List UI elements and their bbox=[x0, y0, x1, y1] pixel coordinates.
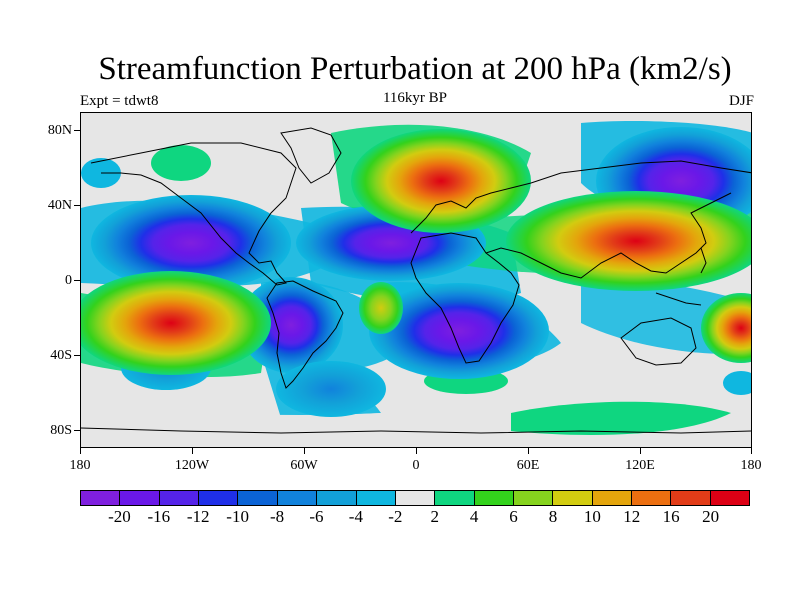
colorbar-cell bbox=[199, 491, 239, 505]
colorbar-label: -2 bbox=[388, 507, 403, 526]
period-label: 116kyr BP bbox=[382, 90, 448, 106]
colorbar-cell bbox=[435, 491, 475, 505]
colorbar-cell bbox=[159, 491, 200, 505]
colorbar-label: -4 bbox=[348, 507, 363, 526]
colorbar-cell bbox=[277, 491, 318, 505]
colorbar-cell bbox=[81, 491, 121, 505]
lat-label-0: 0 bbox=[65, 273, 72, 288]
colorbar-label: -16 bbox=[147, 507, 171, 526]
lat-tick bbox=[74, 355, 80, 356]
colorbar-label: 12 bbox=[623, 507, 641, 526]
lat-label-80s: 80S bbox=[50, 423, 72, 438]
colorbar-cell bbox=[317, 491, 357, 505]
lon-label-180e: 180 bbox=[740, 458, 762, 473]
colorbar-cell bbox=[632, 491, 672, 505]
colorbar-label: -12 bbox=[186, 507, 210, 526]
streamfunction-map bbox=[81, 121, 751, 447]
season-label: DJF bbox=[728, 93, 754, 109]
colorbar-cell bbox=[671, 491, 711, 505]
lat-tick bbox=[74, 280, 80, 281]
colorbar-cell bbox=[356, 491, 396, 505]
lon-tick bbox=[416, 448, 417, 454]
lon-label-120w: 120W bbox=[174, 458, 210, 473]
colorbar-cell bbox=[474, 491, 514, 505]
colorbar-label: 20 bbox=[702, 507, 720, 526]
colorbar-label: -20 bbox=[108, 507, 131, 526]
colorbar-label: 4 bbox=[469, 507, 479, 526]
colorbar-label: 6 bbox=[509, 507, 518, 526]
colorbar-cell bbox=[592, 491, 633, 505]
lon-tick bbox=[80, 448, 81, 454]
lon-label-180w: 180 bbox=[69, 458, 91, 473]
lon-label-60w: 60W bbox=[290, 458, 318, 473]
colorbar-label: 2 bbox=[430, 507, 439, 526]
lon-tick bbox=[528, 448, 529, 454]
lon-label-60e: 60E bbox=[516, 458, 540, 473]
colorbar-cell bbox=[395, 491, 436, 505]
lat-tick bbox=[74, 430, 80, 431]
lat-label-40s: 40S bbox=[50, 348, 72, 363]
lat-label-40n: 40N bbox=[47, 198, 72, 213]
lon-tick bbox=[304, 448, 305, 454]
lon-tick bbox=[192, 448, 193, 454]
lat-label-80n: 80N bbox=[47, 123, 72, 138]
colorbar-cell bbox=[238, 491, 278, 505]
colorbar-cell bbox=[710, 491, 750, 505]
colorbar-label: -10 bbox=[226, 507, 249, 526]
colorbar bbox=[80, 490, 750, 506]
lon-tick bbox=[751, 448, 752, 454]
lat-tick bbox=[74, 130, 80, 131]
coastlines bbox=[81, 127, 751, 434]
colorbar-cell bbox=[553, 491, 593, 505]
lon-label-0: 0 bbox=[412, 458, 420, 473]
colorbar-label: -8 bbox=[269, 507, 285, 526]
map-panel bbox=[80, 112, 752, 448]
colorbar-cell bbox=[513, 491, 554, 505]
plot-title: Streamfunction Perturbation at 200 hPa (… bbox=[98, 51, 732, 87]
experiment-label: Expt = tdwt8 bbox=[80, 93, 159, 109]
lon-label-120e: 120E bbox=[625, 458, 655, 473]
lon-tick bbox=[640, 448, 641, 454]
colorbar-label: -6 bbox=[309, 507, 324, 526]
colorbar-label: 8 bbox=[548, 507, 558, 526]
colorbar-cell bbox=[120, 491, 160, 505]
colorbar-label: 16 bbox=[662, 507, 680, 526]
lat-tick bbox=[74, 205, 80, 206]
colorbar-label: 10 bbox=[583, 507, 601, 526]
